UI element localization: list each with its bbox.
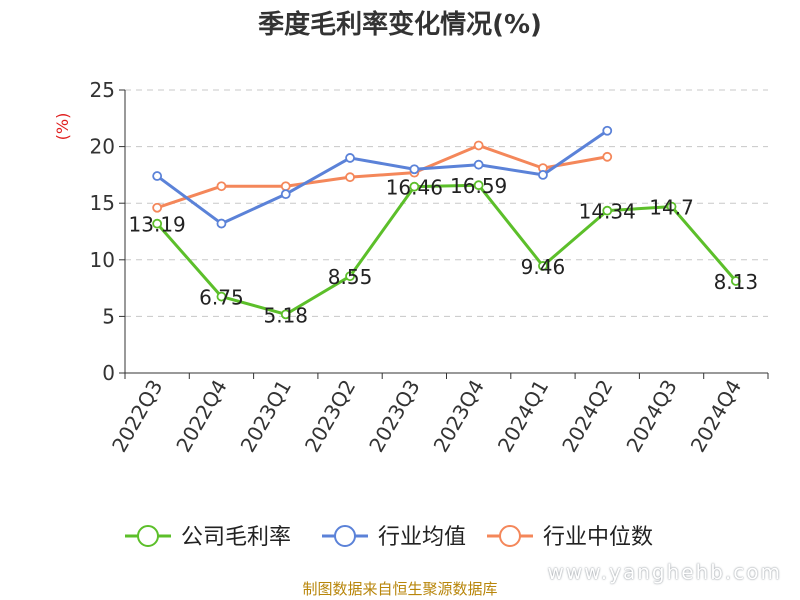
series-1-point-6 <box>538 169 548 180</box>
x-tick-label-1: 2022Q4 <box>171 376 231 457</box>
x-tick-label-6: 2024Q1 <box>493 376 553 457</box>
data-label-8: 14.7 <box>649 196 694 220</box>
series-line-1 <box>156 129 609 226</box>
series-1-point-3 <box>345 153 355 163</box>
series-1-point-0 <box>152 171 163 181</box>
data-label-6: 9.46 <box>521 255 566 279</box>
y-tick-label-4: 20 <box>90 135 115 159</box>
series-2-point-0 <box>152 202 163 213</box>
x-tick-label-9: 2024Q4 <box>686 376 746 457</box>
x-tick-label-5: 2023Q4 <box>429 376 489 457</box>
series-0-point-5 <box>473 180 484 191</box>
series-0-point-4 <box>409 181 420 192</box>
data-label-2: 5.18 <box>263 303 308 327</box>
legend-marker-1 <box>334 525 356 547</box>
series-2-point-2 <box>280 181 291 192</box>
grid-lines <box>125 89 768 317</box>
series-0-point-8 <box>666 201 677 212</box>
data-label-3: 8.55 <box>328 265 373 289</box>
source-note: 制图数据来自恒生聚源数据库 <box>302 580 498 598</box>
series-0-point-3 <box>345 271 355 282</box>
series-1-point-1 <box>216 218 227 229</box>
y-tick-label-0: 0 <box>102 361 115 385</box>
series-0-point-7 <box>602 205 613 216</box>
x-tick-label-2: 2023Q1 <box>236 376 296 457</box>
data-label-7: 14.34 <box>579 200 636 224</box>
x-tick-label-3: 2023Q2 <box>300 376 360 457</box>
series-lines <box>152 125 741 320</box>
data-label-5: 16.59 <box>450 174 507 198</box>
y-axis-title: (%) <box>53 113 72 141</box>
series-0-point-6 <box>538 261 548 271</box>
series-line-2 <box>156 143 608 210</box>
series-0-point-0 <box>152 218 163 229</box>
series-0-point-1 <box>216 291 227 302</box>
series-1-point-2 <box>280 189 291 200</box>
series-1-point-5 <box>473 159 484 170</box>
series-1-point-4 <box>409 164 420 175</box>
x-tick-label-0: 2022Q3 <box>107 376 167 457</box>
series-0-point-9 <box>730 276 741 286</box>
legend-label-0: 公司毛利率 <box>181 525 291 550</box>
y-tick-label-5: 25 <box>90 78 115 102</box>
watermark: www.yanghehb.com <box>547 560 782 584</box>
y-tick-label-3: 15 <box>90 191 115 215</box>
legend-label-1: 行业均值 <box>378 525 466 550</box>
legend-marker-0 <box>137 525 159 547</box>
x-tick-label-7: 2024Q2 <box>557 376 617 457</box>
series-line-0 <box>156 183 737 316</box>
series-2-point-3 <box>345 172 355 183</box>
y-tick-label-2: 10 <box>90 248 115 272</box>
legend-label-2: 行业中位数 <box>543 525 653 550</box>
x-tick-label-4: 2023Q3 <box>364 376 424 457</box>
chart-title: 季度毛利率变化情况(%) <box>258 10 542 40</box>
data-label-9: 8.13 <box>714 270 759 294</box>
legend: 公司毛利率 行业均值 行业中位数 <box>125 525 653 550</box>
series-2-point-1 <box>216 181 227 192</box>
series-2-point-7 <box>602 151 613 162</box>
data-label-1: 6.75 <box>199 286 244 310</box>
data-labels: 13.19 6.75 5.18 8.55 16.46 16.59 9.46 14.34 14.7… <box>129 174 759 327</box>
series-0-point-2 <box>280 309 291 320</box>
data-label-0: 13.19 <box>129 213 186 237</box>
legend-marker-2 <box>499 525 521 547</box>
y-tick-label-1: 5 <box>102 304 115 328</box>
series-2-point-5 <box>473 140 484 151</box>
data-label-4: 16.46 <box>386 176 443 200</box>
series-1-point-7 <box>602 125 613 136</box>
x-tick-label-8: 2024Q3 <box>621 376 681 457</box>
